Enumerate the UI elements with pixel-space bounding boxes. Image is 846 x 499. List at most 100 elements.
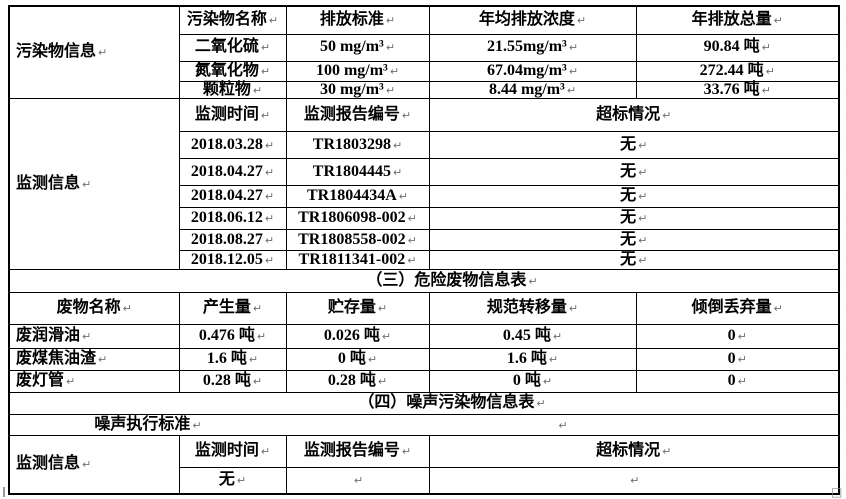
paragraph-mark-icon: ↵ [542, 375, 553, 389]
annual-avg-concentration-cell[interactable]: 21.55mg/m³ ↵ [428, 33, 637, 62]
monitoring-date-cell[interactable]: 2018.03.28 ↵ [178, 131, 287, 160]
paragraph-mark-icon: ↵ [401, 445, 412, 459]
waste-stored-cell[interactable]: 0.026 吨 ↵ [285, 324, 430, 350]
emission-standard-header-cell[interactable]: 排放标准 ↵ [285, 5, 430, 35]
noise-monitoring-time-header-cell[interactable]: 监测时间 ↵ [178, 435, 287, 469]
noise-standard-label-cell[interactable]: 噪声执行标准 ↵ [8, 414, 286, 437]
waste-stored-header-cell[interactable]: 贮存量 ↵ [285, 292, 430, 326]
exceedance-cell[interactable]: 无↵↵ [428, 185, 846, 209]
waste-transferred-cell[interactable]: 0.45 吨 ↵ [428, 324, 637, 350]
paragraph-mark-icon: ↵ [248, 353, 259, 367]
noise-monitoring-time-cell[interactable]: 无 ↵ [178, 467, 287, 495]
paragraph-mark-icon: ↵ [568, 41, 579, 55]
waste-name-header-cell[interactable]: 废物名称 ↵ [8, 292, 180, 326]
annual-total-emission-cell[interactable]: 90.84 吨↵↵ [635, 33, 846, 62]
exceedance-cell[interactable]: 无↵↵ [428, 250, 846, 271]
paragraph-mark-icon: ↵ [393, 165, 403, 179]
annual-avg-concentration-cell[interactable]: 8.44 mg/m³ ↵ [428, 80, 637, 100]
monitoring-report-no-cell[interactable]: TR1806098-002 ↵ [285, 207, 430, 231]
monitoring-time-header-cell[interactable]: 监测时间 ↵ [178, 98, 287, 133]
waste-transferred-header-cell[interactable]: 规范转移量 ↵ [428, 292, 637, 326]
exceedance-cell[interactable]: 无↵↵ [428, 131, 846, 160]
waste-stored-cell[interactable]: 0 吨 ↵ [285, 348, 430, 372]
pollutant-name-cell[interactable]: 颗粒物 ↵ [178, 80, 287, 100]
hazardous-waste-section-title-cell[interactable]: （三）危险废物信息表↵↵ [8, 269, 846, 294]
annual-total-emission-cell[interactable]: 33.76 吨↵↵ [635, 80, 846, 100]
monitoring-report-no-header-cell[interactable]: 监测报告编号 ↵ [285, 98, 430, 133]
paragraph-mark-icon: ↵ [568, 302, 579, 316]
monitoring-date-cell[interactable]: 2018.08.27 ↵ [178, 229, 287, 252]
waste-transferred-cell[interactable]: 0 吨 ↵ [428, 370, 637, 394]
waste-row: 废润滑油↵ 0.476 吨↵ 0.026 吨↵ 0.45 吨↵ 0↵↵ [8, 324, 846, 350]
exceedance-cell[interactable]: 无↵↵ [428, 158, 846, 187]
paragraph-mark-icon: ↵ [264, 165, 275, 179]
monitoring-section-label-cell[interactable]: 监测信息 ↵ [8, 98, 180, 271]
annual-avg-concentration-header-cell[interactable]: 年均排放浓度 ↵ [428, 5, 637, 35]
paragraph-mark-icon: ↵ [548, 353, 559, 367]
paragraph-mark-icon: ↵ [260, 445, 271, 459]
emission-standard-cell[interactable]: 30 mg/m³ ↵ [285, 80, 430, 100]
monitoring-date-cell[interactable]: 2018.12.05 ↵ [178, 250, 287, 271]
monitoring-report-no-cell[interactable]: TR1803298 ↵ [285, 131, 430, 160]
waste-dumped-header-cell[interactable]: 倾倒丢弃量↵↵ [635, 292, 846, 326]
noise-standard-row: 噪声执行标准↵ ↵↵ [8, 414, 846, 437]
annual-total-emission-cell[interactable]: 272.44 吨↵↵ [635, 60, 846, 82]
noise-report-no-cell[interactable]: ↵ [285, 467, 430, 495]
pollutant-row-particulate: 颗粒物↵ 30 mg/m³↵ 8.44 mg/m³↵ 33.76 吨↵↵ [9, 80, 846, 100]
noise-section-title-cell[interactable]: （四）噪声污染物信息表↵↵ [8, 392, 846, 416]
paragraph-mark-icon: ↵ [377, 302, 388, 316]
paragraph-mark-icon: ↵ [638, 165, 648, 179]
exceedance-header-cell[interactable]: 超标情况↵↵ [428, 98, 846, 133]
waste-generated-cell[interactable]: 0.28 吨 ↵ [178, 370, 287, 394]
waste-generated-cell[interactable]: 1.6 吨 ↵ [178, 348, 287, 372]
paragraph-mark-icon: ↵ [122, 302, 132, 316]
hazardous-waste-title-row: （三）危险废物信息表↵↵ [8, 269, 846, 294]
monitoring-date-cell[interactable]: 2018.06.12 ↵ [178, 207, 287, 231]
waste-generated-cell[interactable]: 0.476 吨 ↵ [178, 324, 287, 350]
monitoring-report-no-cell[interactable]: TR1804445 ↵ [285, 158, 430, 187]
waste-dumped-cell[interactable]: 0↵↵ [635, 370, 846, 394]
pollutant-name-cell[interactable]: 氮氧化物 ↵ [178, 60, 287, 82]
monitoring-report-no-cell[interactable]: TR1808558-002 ↵ [285, 229, 430, 252]
monitoring-date-cell[interactable]: 2018.04.27 ↵ [178, 185, 287, 209]
waste-name-cell[interactable]: 废灯管 ↵ [8, 370, 180, 394]
emission-standard-cell[interactable]: 50 mg/m³ ↵ [285, 33, 430, 62]
noise-exceedance-cell[interactable]: ↵↵ [428, 467, 846, 495]
waste-generated-header-cell[interactable]: 产生量 ↵ [178, 292, 287, 326]
pollutant-section-label-cell[interactable]: 污染物信息 ↵ [8, 5, 180, 100]
monitoring-date-cell[interactable]: 2018.04.27 ↵ [178, 158, 287, 187]
noise-report-no-header-cell[interactable]: 监测报告编号 ↵ [285, 435, 430, 469]
exceedance-cell[interactable]: 无↵↵ [428, 229, 846, 252]
emission-standard-cell[interactable]: 100 mg/m³ ↵ [285, 60, 430, 82]
paragraph-mark-icon: ↵ [367, 353, 378, 367]
waste-name-cell[interactable]: 废煤焦油渣 ↵ [8, 348, 180, 372]
paragraph-mark-icon: ↵ [407, 233, 417, 247]
paragraph-mark-icon: ↵ [638, 212, 648, 226]
monitoring-report-no-cell[interactable]: TR1804434A ↵ [285, 185, 430, 209]
noise-exceedance-header-cell[interactable]: 超标情况↵↵ [428, 435, 846, 469]
waste-transferred-cell[interactable]: 1.6 吨 ↵ [428, 348, 637, 372]
pollutant-name-header-cell[interactable]: 污染物名称 ↵ [178, 5, 287, 35]
waste-name-cell[interactable]: 废润滑油 ↵ [8, 324, 180, 350]
paragraph-mark-icon: ↵ [576, 13, 587, 27]
noise-standard-value-cell[interactable]: ↵↵ [286, 414, 846, 437]
paragraph-mark-icon: ↵ [264, 253, 275, 267]
exceedance-cell[interactable]: 无↵↵ [428, 207, 846, 231]
pollutant-header-row: 污染物信息↵ 污染物名称↵ 排放标准↵ 年均排放浓度↵ 年排放总量↵↵ [8, 5, 846, 100]
annual-avg-concentration-cell[interactable]: 67.04mg/m³ ↵ [428, 60, 637, 82]
waste-dumped-cell[interactable]: 0↵↵ [635, 348, 846, 372]
paragraph-mark-icon: ↵ [761, 83, 771, 97]
waste-row: 废灯管↵ 0.28 吨↵ 0.28 吨↵ 0 吨↵ 0↵↵ [8, 370, 846, 394]
waste-dumped-cell[interactable]: 0↵↵ [635, 324, 846, 350]
paragraph-mark-icon: ↵ [401, 108, 412, 122]
monitoring-report-no-cell[interactable]: TR1811341-002 ↵ [285, 250, 430, 271]
paragraph-mark-icon: ↵ [737, 353, 747, 367]
pollutant-name-cell[interactable]: 二氧化硫 ↵ [178, 33, 287, 62]
paragraph-mark-icon: ↵ [264, 138, 275, 152]
waste-stored-cell[interactable]: 0.28 吨 ↵ [285, 370, 430, 394]
paragraph-mark-icon: ↵ [82, 458, 92, 472]
noise-monitoring-label-cell[interactable]: 监测信息 ↵ [8, 435, 180, 495]
paragraph-mark-icon: ↵ [236, 474, 247, 488]
annual-total-emission-header-cell[interactable]: 年排放总量↵↵ [635, 5, 846, 35]
paragraph-mark-icon: ↵ [773, 302, 783, 316]
